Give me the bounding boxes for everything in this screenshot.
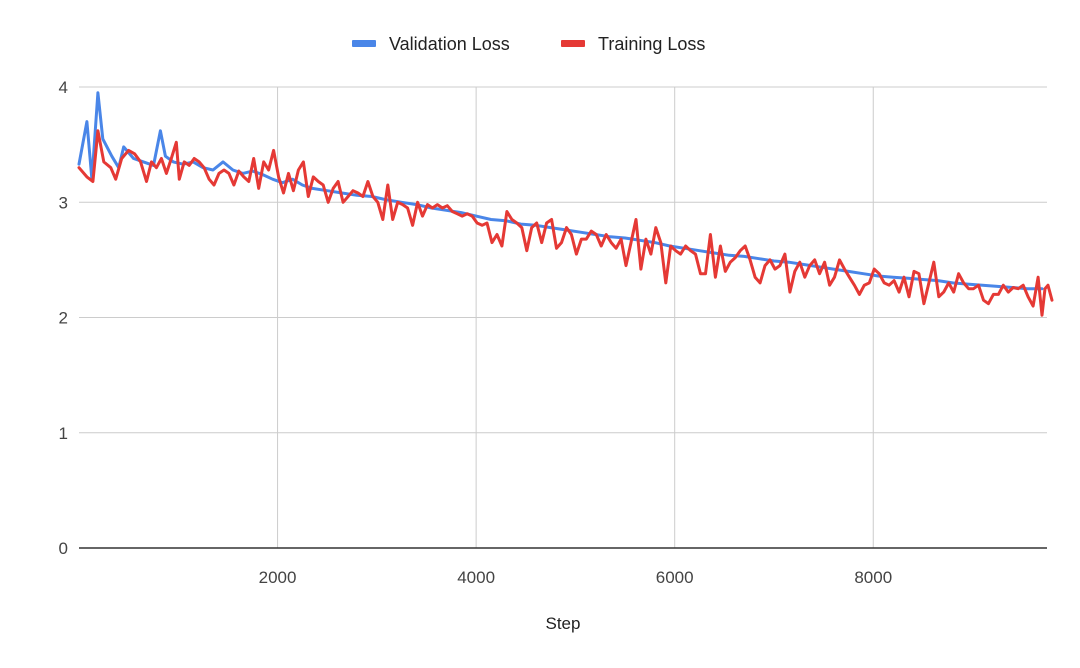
x-tick-label-8000: 8000 — [854, 568, 892, 587]
legend-item-training-loss-swatch — [561, 40, 585, 47]
legend-item-validation-loss-swatch — [352, 40, 376, 47]
x-tick-label-4000: 4000 — [457, 568, 495, 587]
y-tick-label-1: 1 — [59, 424, 68, 443]
y-tick-label-2: 2 — [59, 309, 68, 328]
series-line-validation-loss — [77, 91, 1044, 291]
x-tick-label-6000: 6000 — [656, 568, 694, 587]
legend-item-training-loss-label: Training Loss — [598, 34, 705, 54]
legend: Validation Loss Training Loss — [352, 34, 705, 54]
y-tick-label-3: 3 — [59, 193, 68, 212]
axes: 0 1 2 3 4 2000 4000 6000 8000 — [59, 78, 1047, 587]
series-lines — [77, 91, 1054, 317]
x-tick-label-2000: 2000 — [259, 568, 297, 587]
y-tick-label-4: 4 — [59, 78, 68, 97]
y-tick-label-0: 0 — [59, 539, 68, 558]
series-line-training-loss — [77, 129, 1054, 317]
x-axis-title: Step — [546, 614, 581, 633]
legend-item-validation-loss-label: Validation Loss — [389, 34, 510, 54]
gridlines — [79, 86, 1047, 548]
